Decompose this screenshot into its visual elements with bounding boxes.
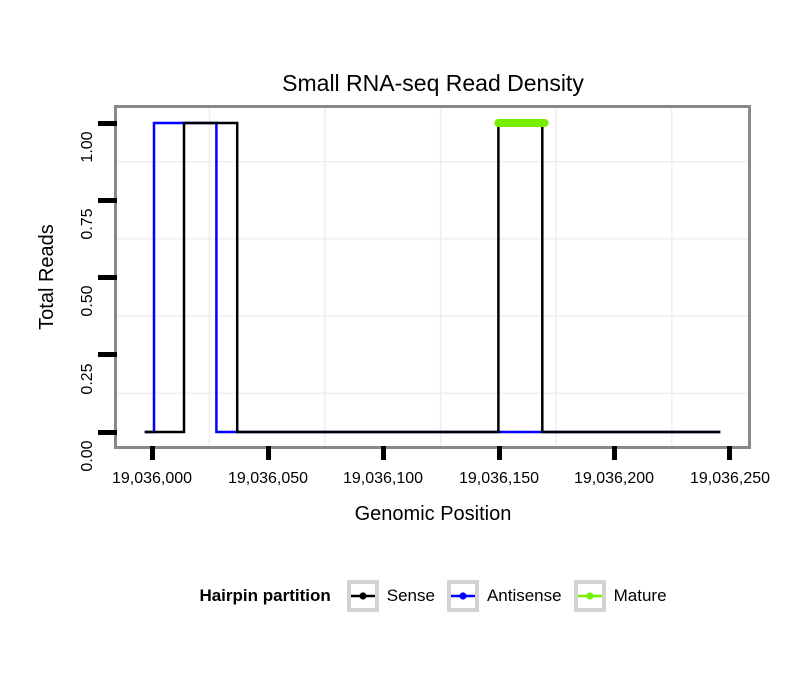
legend-title: Hairpin partition: [199, 586, 331, 605]
legend: Hairpin partition Sense Antisense Mature: [115, 578, 751, 614]
chart-title: Small RNA-seq Read Density: [282, 70, 584, 96]
x-tick-label: 19,036,250: [689, 470, 771, 487]
legend-label-antisense: Antisense: [486, 586, 562, 605]
legend-entry-sense: Sense: [346, 580, 435, 612]
legend-entry-mature: Mature: [573, 580, 667, 612]
x-tick-mark: [497, 446, 502, 460]
series-sense-line: [144, 121, 721, 434]
y-tick-mark: [98, 430, 117, 435]
y-tick-label: 0.25: [79, 363, 96, 395]
x-axis-title: Genomic Position: [354, 503, 512, 525]
x-tick-label: 19,036,150: [458, 470, 540, 487]
x-tick-mark: [727, 446, 732, 460]
y-tick-label: 1.00: [79, 131, 96, 163]
x-tick-label: 19,036,100: [342, 470, 424, 487]
legend-key-sense-icon: [346, 580, 379, 612]
legend-key-antisense-icon: [446, 580, 479, 612]
legend-label-mature: Mature: [613, 586, 667, 605]
y-axis-title: Total Reads: [36, 224, 58, 330]
x-tick-mark: [612, 446, 617, 460]
series-antisense-line: [144, 121, 721, 434]
y-tick-label: 0.75: [79, 208, 96, 240]
y-tick-mark: [98, 275, 117, 280]
x-tick-mark: [381, 446, 386, 460]
x-tick-label: 19,036,050: [227, 470, 309, 487]
legend-label-sense: Sense: [386, 586, 435, 605]
y-tick-mark: [98, 352, 117, 357]
x-tick-mark: [150, 446, 155, 460]
legend-key-mature-icon: [573, 580, 606, 612]
y-tick-label: 0.50: [79, 285, 96, 317]
y-tick-label: 0.00: [79, 440, 96, 472]
x-tick-mark: [266, 446, 271, 460]
legend-entry-antisense: Antisense: [446, 580, 562, 612]
x-tick-label: 19,036,000: [111, 470, 193, 487]
y-tick-mark: [98, 198, 117, 203]
x-tick-label: 19,036,200: [573, 470, 655, 487]
plot-area: [117, 108, 748, 446]
y-tick-mark: [98, 121, 117, 126]
plot-panel: [114, 105, 751, 449]
